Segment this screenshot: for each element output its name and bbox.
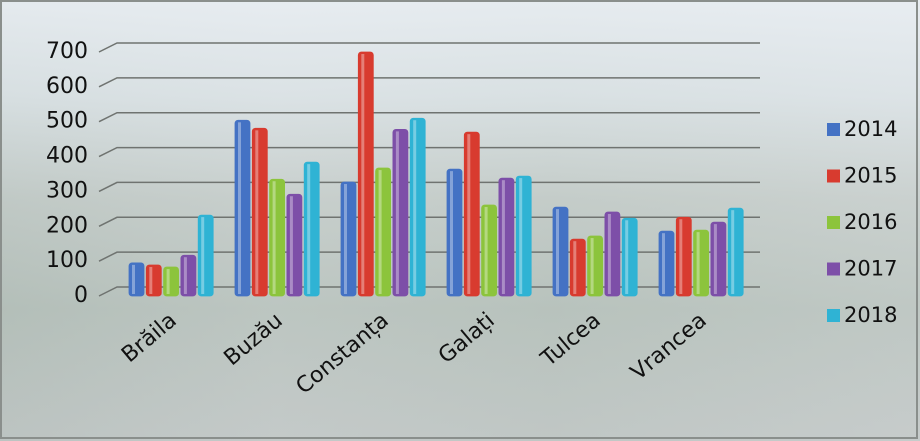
bar-highlight bbox=[467, 134, 471, 294]
grid-line bbox=[98, 42, 760, 53]
bar-highlight bbox=[573, 241, 577, 294]
grid-line bbox=[98, 146, 760, 158]
bar bbox=[392, 128, 409, 297]
bar-highlight bbox=[307, 164, 311, 294]
bar-highlight bbox=[731, 210, 735, 294]
bar-highlight bbox=[484, 207, 488, 294]
bar bbox=[163, 266, 180, 297]
grid-line bbox=[98, 251, 760, 262]
x-tick-label: Buzău bbox=[220, 308, 288, 371]
bar bbox=[409, 117, 426, 297]
bar-highlight bbox=[132, 264, 135, 294]
legend-label: 2018 bbox=[844, 303, 897, 327]
legend-swatch bbox=[827, 309, 840, 322]
x-tick-label: Vrancea bbox=[626, 308, 712, 385]
y-tick-label: 200 bbox=[46, 213, 88, 238]
bar bbox=[710, 221, 727, 297]
grid-line bbox=[98, 77, 760, 88]
bar-highlight bbox=[662, 233, 665, 294]
y-tick-label: 400 bbox=[46, 144, 88, 169]
bar bbox=[604, 211, 621, 297]
y-tick-label: 0 bbox=[74, 283, 88, 308]
legend-label: 2017 bbox=[844, 257, 897, 281]
bar-highlight bbox=[713, 224, 717, 294]
bar bbox=[463, 131, 480, 297]
legend-swatch bbox=[827, 262, 840, 276]
grid-line bbox=[98, 181, 760, 193]
bar bbox=[658, 230, 675, 297]
bar-highlight bbox=[625, 220, 629, 294]
bar bbox=[128, 262, 145, 297]
bar bbox=[446, 168, 463, 297]
bar-highlight bbox=[450, 171, 453, 294]
legend-swatch bbox=[827, 123, 840, 136]
bar-highlight bbox=[413, 120, 417, 294]
legend-swatch bbox=[827, 216, 840, 229]
bar-highlight bbox=[590, 238, 594, 294]
bar-highlight bbox=[289, 196, 293, 294]
bar bbox=[481, 204, 498, 297]
legend-label: 2016 bbox=[844, 210, 897, 234]
x-tick-label: Tulcea bbox=[536, 308, 606, 372]
bar bbox=[498, 177, 515, 297]
bar-highlight bbox=[361, 54, 365, 294]
y-tick-label: 100 bbox=[46, 248, 88, 273]
bar-highlight bbox=[255, 130, 259, 294]
bar bbox=[515, 175, 532, 297]
bar bbox=[286, 193, 303, 297]
bar-highlight bbox=[149, 266, 153, 294]
bar-highlight bbox=[607, 213, 611, 294]
bar bbox=[303, 161, 320, 297]
bar bbox=[552, 206, 569, 297]
bar-highlight bbox=[519, 178, 523, 294]
y-tick-label: 700 bbox=[46, 39, 88, 64]
bar-highlight bbox=[696, 232, 700, 294]
y-tick-label: 600 bbox=[46, 74, 88, 99]
bar-highlight bbox=[201, 217, 205, 294]
bar bbox=[587, 235, 603, 297]
legend-label: 2014 bbox=[844, 117, 897, 141]
bar bbox=[375, 167, 392, 297]
x-tick-label: Galați bbox=[434, 308, 500, 369]
bar-highlight bbox=[183, 257, 187, 294]
bar bbox=[234, 119, 251, 297]
bar bbox=[251, 127, 268, 297]
bar-highlight bbox=[378, 170, 382, 294]
legend-swatch bbox=[827, 169, 840, 183]
bar-highlight bbox=[272, 181, 276, 294]
bar-highlight bbox=[501, 180, 505, 294]
bar bbox=[569, 238, 586, 297]
bar-highlight bbox=[344, 184, 347, 294]
grid-line bbox=[98, 286, 760, 297]
bar bbox=[180, 254, 197, 297]
bar bbox=[357, 51, 374, 297]
legend-label: 2015 bbox=[844, 164, 897, 188]
bar bbox=[621, 217, 638, 297]
grid-line bbox=[98, 111, 760, 123]
bar bbox=[269, 178, 286, 297]
bar bbox=[693, 229, 709, 297]
bar bbox=[340, 181, 357, 297]
bar bbox=[727, 207, 744, 297]
bar-highlight bbox=[679, 219, 683, 294]
bar-highlight bbox=[395, 131, 399, 294]
bar bbox=[675, 216, 692, 297]
bar bbox=[145, 264, 162, 297]
x-tick-label: Constanța bbox=[292, 308, 394, 399]
bar-highlight bbox=[238, 122, 241, 294]
bar-highlight bbox=[166, 269, 170, 294]
y-tick-label: 500 bbox=[46, 109, 88, 134]
y-tick-label: 300 bbox=[46, 178, 88, 203]
x-tick-label: Brăila bbox=[117, 308, 182, 368]
bar-highlight bbox=[556, 209, 559, 294]
grid-line bbox=[98, 216, 760, 227]
bar bbox=[197, 214, 214, 297]
